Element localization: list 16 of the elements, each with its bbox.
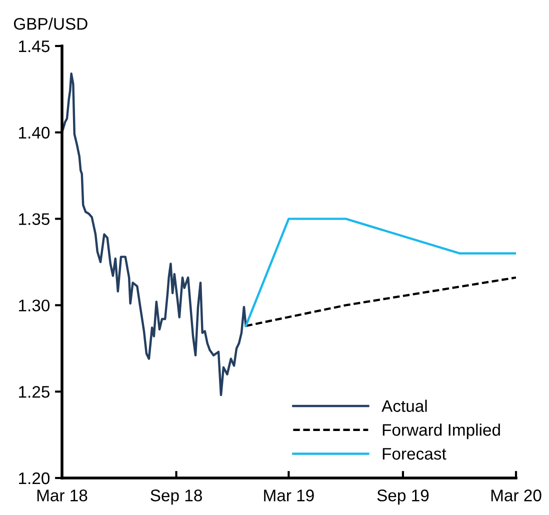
x-tick-label: Sep 19 — [377, 490, 429, 505]
y-tick-label: 1.35 — [19, 213, 50, 226]
x-tick-label: Mar 18 — [37, 490, 88, 502]
y-tick-label: 1.45 — [19, 40, 50, 52]
y-tick-label: 1.25 — [19, 386, 50, 398]
y-axis-title: GBP/USD — [14, 18, 88, 30]
x-tick-label: Sep 18 — [150, 490, 202, 505]
x-tick-label: Mar 19 — [264, 490, 314, 502]
y-tick-label: 1.40 — [19, 126, 50, 139]
legend-label: Forward Implied — [382, 424, 500, 440]
y-tick-label: 1.30 — [19, 300, 50, 312]
legend-label: Actual — [382, 400, 427, 412]
line-series — [62, 72, 247, 396]
legend-label: Forecast — [382, 448, 446, 460]
x-tick-label: Mar 20 — [491, 490, 542, 502]
y-tick-label: 1.20 — [19, 472, 50, 484]
